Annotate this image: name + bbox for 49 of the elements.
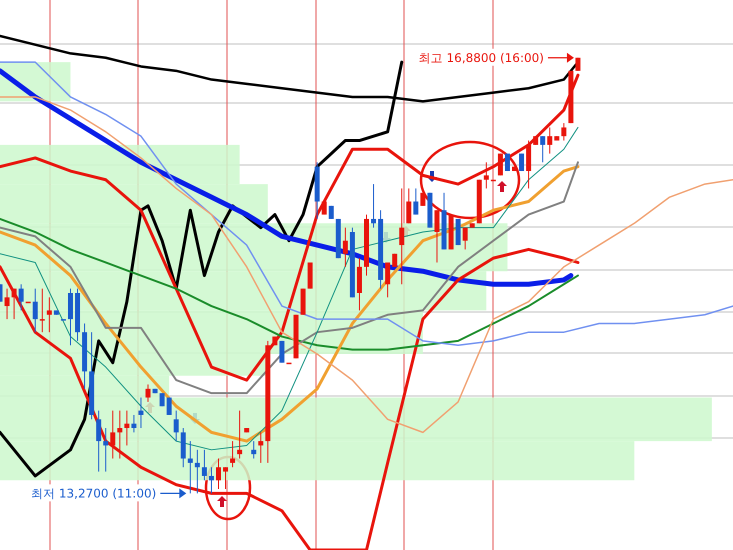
candlestick — [194, 449, 200, 494]
candlestick — [328, 205, 334, 220]
candlestick — [188, 440, 193, 494]
candlestick — [519, 153, 524, 172]
candlestick — [110, 410, 116, 460]
candlestick — [322, 201, 327, 216]
candlestick — [166, 397, 172, 416]
candlestick — [462, 227, 468, 250]
candlestick — [146, 384, 151, 402]
candlestick — [413, 188, 418, 216]
candlestick — [46, 296, 52, 333]
candlestick — [131, 414, 136, 433]
candlestick — [138, 397, 144, 429]
candlestick — [385, 262, 390, 298]
candlestick — [251, 440, 256, 460]
candlestick — [103, 428, 108, 472]
candlestick — [434, 210, 440, 263]
candlestick — [498, 153, 503, 176]
candlestick — [4, 288, 10, 320]
annotation: 최고 16,8800 (16:00) — [418, 50, 544, 65]
candlestick — [547, 126, 552, 154]
candlestick — [371, 184, 376, 228]
candlestick — [392, 253, 398, 268]
candlestick — [160, 392, 165, 407]
candlestick — [174, 410, 179, 442]
candlestick — [223, 466, 228, 490]
candlestick — [216, 458, 221, 490]
candlestick — [124, 410, 130, 446]
candlestick — [230, 440, 236, 468]
candlestick — [117, 410, 122, 460]
candlestick — [237, 410, 242, 460]
candlestick — [40, 288, 45, 333]
candlestick — [406, 188, 412, 224]
annotation: 최저 13,2700 (11:00) — [31, 486, 156, 500]
candlestick — [202, 449, 207, 481]
candlestick — [540, 136, 546, 163]
candlestick — [399, 188, 404, 285]
candlestick — [561, 122, 566, 142]
candlestick — [96, 410, 102, 472]
candlestick — [575, 57, 580, 72]
candlestick — [504, 153, 510, 172]
candlestick — [484, 162, 489, 189]
candlestick — [32, 288, 38, 333]
candlestick — [208, 466, 214, 494]
candlestick — [258, 432, 264, 464]
candlestick — [18, 284, 24, 311]
candlestick — [420, 192, 426, 206]
candlestick — [342, 227, 348, 268]
candlestick — [12, 288, 17, 320]
